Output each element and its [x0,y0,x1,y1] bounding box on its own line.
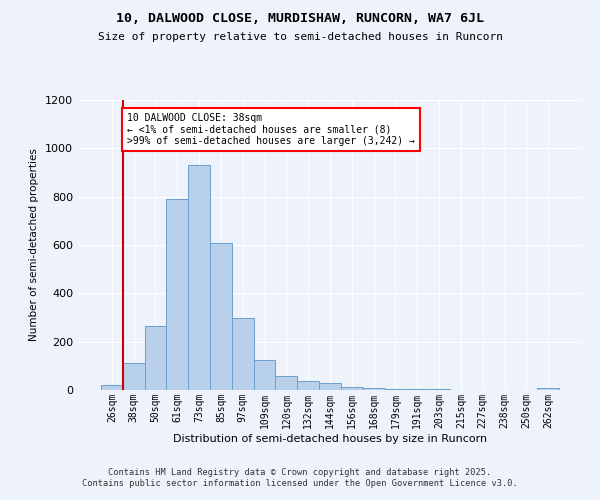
Bar [537,388,559,390]
Bar [385,389,406,390]
Y-axis label: Number of semi-detached properties: Number of semi-detached properties [29,148,40,342]
Bar [275,376,297,390]
Bar [297,381,319,390]
Bar [166,199,188,390]
X-axis label: Distribution of semi-detached houses by size in Runcorn: Distribution of semi-detached houses by … [173,434,487,444]
Bar [319,383,341,390]
Bar [254,360,275,390]
Bar [232,318,254,390]
Text: Size of property relative to semi-detached houses in Runcorn: Size of property relative to semi-detach… [97,32,503,42]
Text: Contains HM Land Registry data © Crown copyright and database right 2025.
Contai: Contains HM Land Registry data © Crown c… [82,468,518,487]
Bar [101,385,123,390]
Text: 10, DALWOOD CLOSE, MURDISHAW, RUNCORN, WA7 6JL: 10, DALWOOD CLOSE, MURDISHAW, RUNCORN, W… [116,12,484,26]
Bar [341,386,363,390]
Bar [406,389,428,390]
Bar [210,242,232,390]
Bar [428,389,450,390]
Text: 10 DALWOOD CLOSE: 38sqm
← <1% of semi-detached houses are smaller (8)
>99% of se: 10 DALWOOD CLOSE: 38sqm ← <1% of semi-de… [127,114,415,146]
Bar [123,364,145,390]
Bar [145,326,166,390]
Bar [188,165,210,390]
Bar [363,388,385,390]
